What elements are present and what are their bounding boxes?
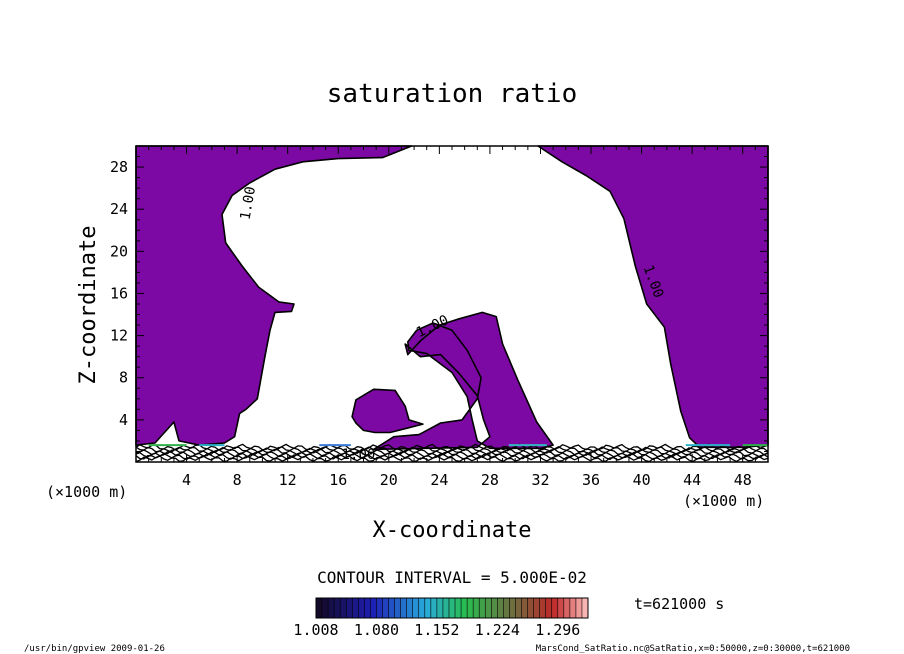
colorbar-cell — [509, 598, 516, 618]
x-tick-label: 40 — [633, 471, 651, 489]
contour-label: 1.00 — [238, 185, 260, 221]
colorbar-cell — [533, 598, 541, 618]
colorbar-cell — [563, 598, 571, 618]
region-saturated-blob — [351, 388, 424, 434]
colorbar-cell — [412, 598, 420, 618]
colorbar-cell — [394, 598, 402, 618]
colorbar-cell — [322, 598, 329, 618]
colorbar — [315, 598, 589, 618]
colorbar-cell — [382, 598, 390, 618]
colorbar-cell — [467, 598, 474, 618]
colorbar-tick-layer: 1.008 1.080 1.152 1.224 1.296 — [293, 621, 580, 639]
x-axis-label: X-coordinate — [373, 518, 532, 543]
x-unit-right: (×1000 m) — [683, 492, 764, 510]
x-tick-label: 24 — [430, 471, 448, 489]
x-tick-label: 8 — [233, 471, 242, 489]
y-tick-label: 28 — [110, 158, 128, 176]
colorbar-cell — [400, 598, 408, 618]
colorbar-cell — [545, 598, 553, 618]
region-layer — [135, 145, 769, 451]
colorbar-cell — [442, 598, 450, 618]
colorbar-cell — [581, 598, 589, 618]
x-tick-label: 36 — [582, 471, 600, 489]
x-unit-left: (×1000 m) — [46, 483, 127, 501]
x-tick-layer: 4 8 12 16 20 24 28 32 36 40 44 48 — [135, 146, 769, 489]
region-saturated-center — [372, 311, 554, 451]
colorbar-cell — [388, 598, 396, 618]
x-tick-label: 12 — [279, 471, 297, 489]
colorbar-tick-label: 1.296 — [535, 621, 580, 639]
y-tick-layer: 4 8 12 16 20 24 28 — [110, 145, 768, 463]
colorbar-cell — [406, 598, 414, 618]
colorbar-cell — [448, 598, 456, 618]
colorbar-cell — [436, 598, 444, 618]
x-tick-label: 28 — [481, 471, 499, 489]
colorbar-cell — [575, 598, 583, 618]
colorbar-tick-label: 1.008 — [293, 621, 338, 639]
colorbar-cell — [479, 598, 486, 618]
colorbar-cell — [557, 598, 565, 618]
colorbar-cell — [515, 598, 523, 618]
ground-contour-line — [135, 448, 769, 456]
colorbar-cell — [539, 598, 547, 618]
colorbar-cell — [370, 598, 377, 618]
colorbar-cell — [352, 598, 359, 618]
colorbar-cell — [485, 598, 492, 618]
x-tick-label: 48 — [734, 471, 752, 489]
x-tick-label: 20 — [380, 471, 398, 489]
colorbar-cell — [503, 598, 510, 618]
colorbar-cell — [521, 598, 529, 618]
ground-contour-line — [135, 450, 769, 458]
region-saturated-right — [537, 145, 769, 449]
footer-left: /usr/bin/gpview 2009-01-26 — [24, 644, 165, 654]
colorbar-cell — [358, 598, 365, 618]
colorbar-cell — [340, 598, 347, 618]
x-tick-label: 32 — [531, 471, 549, 489]
colorbar-cell — [473, 598, 480, 618]
colorbar-tick-label: 1.152 — [414, 621, 459, 639]
chart-title: saturation ratio — [327, 79, 577, 109]
ground-contour-line — [135, 455, 769, 463]
bottom-contour-band — [135, 443, 769, 463]
colorbar-cell — [491, 598, 498, 618]
colorbar-cell — [455, 598, 462, 618]
colorbar-cell — [346, 598, 353, 618]
colorbar-tick-label: 1.224 — [475, 621, 520, 639]
colorbar-tick-label: 1.080 — [354, 621, 399, 639]
contour-interval: CONTOUR INTERVAL = 5.000E-02 — [317, 568, 587, 587]
contour-label: 1.00 — [342, 447, 376, 463]
x-tick-label: 4 — [182, 471, 191, 489]
y-tick-label: 16 — [110, 284, 128, 302]
colorbar-cell — [418, 598, 426, 618]
time-label: t=621000 s — [634, 595, 724, 613]
y-tick-label: 20 — [110, 242, 128, 260]
colorbar-cell — [316, 598, 323, 618]
colorbar-cell — [376, 598, 383, 618]
x-tick-label: 16 — [329, 471, 347, 489]
colorbar-cell — [551, 598, 559, 618]
colorbar-cell — [430, 598, 438, 618]
footer-right: MarsCond_SatRatio.nc@SatRatio,x=0:50000,… — [536, 644, 850, 654]
y-tick-label: 12 — [110, 327, 128, 345]
y-tick-label: 4 — [119, 411, 128, 429]
region-saturated-left — [135, 145, 413, 446]
colorbar-frame — [315, 597, 589, 619]
y-tick-label: 8 — [119, 369, 128, 387]
y-axis-label: Z-coordinate — [76, 226, 101, 385]
colorbar-cell — [569, 598, 577, 618]
colorbar-cell — [527, 598, 535, 618]
colorbar-cell — [497, 598, 504, 618]
colorbar-cell — [328, 598, 335, 618]
colorbar-cell — [364, 598, 371, 618]
ground-contour-line — [135, 452, 769, 461]
colorbar-cell — [334, 598, 341, 618]
y-tick-label: 24 — [110, 200, 128, 218]
colorbar-cell — [461, 598, 468, 618]
x-tick-label: 44 — [683, 471, 701, 489]
colorbar-cell — [424, 598, 432, 618]
